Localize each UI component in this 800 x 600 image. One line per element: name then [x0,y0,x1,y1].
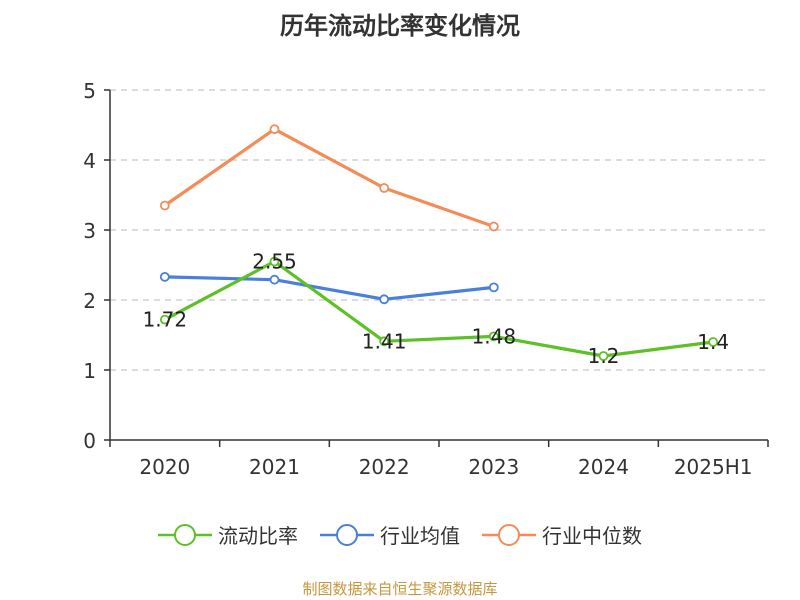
data-point [159,200,170,211]
y-tick-label: 5 [83,79,96,103]
data-label: 2.55 [252,250,297,274]
y-tick-label: 0 [83,429,96,453]
data-point [379,183,390,193]
legend-item[interactable]: 行业中位数 [482,520,642,549]
y-tick-label: 1 [83,359,96,383]
x-tick-label: 2025H1 [674,455,753,479]
data-point [488,221,499,232]
y-tick-label: 2 [83,289,96,313]
legend-label: 行业中位数 [542,524,642,548]
data-point [269,274,280,285]
data-label: 1.72 [143,308,188,332]
legend-marker-icon [320,523,374,546]
data-point [379,294,390,305]
data-label: 1.4 [697,330,729,354]
data-label: 1.48 [472,324,517,348]
y-tick-label: 4 [83,149,96,173]
legend-label: 流动比率 [218,524,298,548]
series-lines [159,124,719,361]
data-label: 1.2 [588,344,620,368]
series-line [163,127,495,229]
x-tick-label: 2024 [578,455,629,479]
data-point [708,337,719,347]
series-line [164,275,495,301]
data-point [488,331,499,342]
data-point [379,336,390,347]
gridlines [110,89,768,371]
data-labels: 1.72 2.55 1.41 1.48 1.2 1.4 [143,250,730,369]
data-point [159,314,170,325]
legend-label: 行业均值 [380,524,460,548]
legend: 流动比率 行业均值 行业中位数 [0,520,800,549]
chart-title: 历年流动比率变化情况 [280,12,520,40]
legend-item[interactable]: 流动比率 [158,520,298,549]
data-point [488,282,499,293]
data-point [269,124,280,135]
data-point [269,256,280,267]
source-note: 制图数据来自恒生聚源数据库 [302,580,498,598]
x-tick-label: 2022 [359,455,410,479]
data-label: 1.41 [362,329,407,353]
axes: 0 1 2 3 4 5 2020 2021 2022 2023 2024 2025H1 [83,79,769,479]
x-tick-label: 2021 [249,455,300,479]
x-tick-label: 2023 [468,455,519,479]
data-point [159,271,170,282]
y-tick-label: 3 [83,219,96,243]
series-line [164,259,714,358]
legend-marker-icon [158,523,212,546]
legend-item[interactable]: 行业均值 [320,520,460,549]
x-tick-label: 2020 [139,455,190,479]
legend-marker-icon [482,523,536,546]
data-point [598,351,609,361]
